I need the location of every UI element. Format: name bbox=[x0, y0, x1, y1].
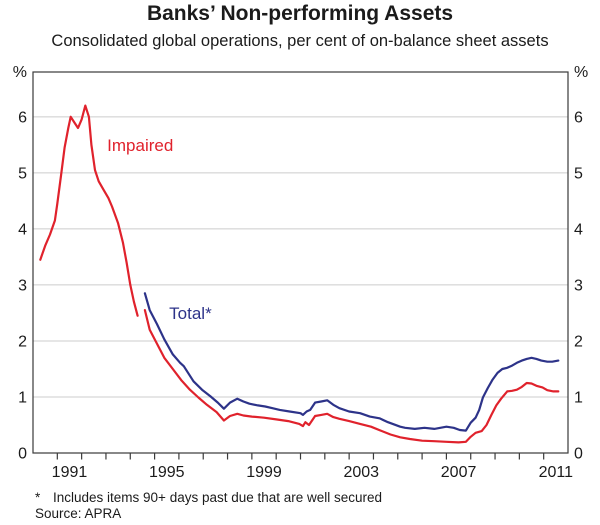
series-line-impaired-seg2 bbox=[143, 309, 560, 444]
series-label-impaired: Impaired bbox=[107, 136, 173, 155]
y-tick-label-right-1: 1 bbox=[574, 389, 583, 406]
x-tick-label-2011: 2011 bbox=[539, 464, 574, 481]
x-tick-label-1999: 1999 bbox=[246, 464, 282, 481]
y-tick-label-right-2: 2 bbox=[574, 333, 583, 350]
series-line-impaired-seg1 bbox=[39, 104, 139, 317]
series-label-total: Total* bbox=[169, 304, 212, 323]
y-tick-label-left-2: 2 bbox=[18, 333, 27, 350]
y-tick-label-left-3: 3 bbox=[18, 277, 27, 294]
footnote-marker: * bbox=[35, 490, 41, 505]
y-tick-label-left-6: 6 bbox=[18, 109, 27, 126]
x-tick-label-1991: 1991 bbox=[52, 464, 88, 481]
x-tick-label-2007: 2007 bbox=[441, 464, 477, 481]
x-tick-label-1995: 1995 bbox=[149, 464, 185, 481]
plot-frame bbox=[32, 71, 569, 454]
y-tick-label-right-5: 5 bbox=[574, 165, 583, 182]
y-tick-label-left-0: 0 bbox=[18, 446, 27, 463]
footnote: * Includes items 90+ days past due that a… bbox=[35, 490, 595, 505]
chart-subtitle: Consolidated global operations, per cent… bbox=[51, 32, 549, 50]
y-tick-label-left-4: 4 bbox=[18, 221, 27, 238]
y-tick-label-right-6: 6 bbox=[574, 109, 583, 126]
x-tick-label-2003: 2003 bbox=[343, 464, 379, 481]
y-tick-label-right-4: 4 bbox=[574, 221, 583, 238]
y-axis-unit-right: % bbox=[574, 64, 588, 81]
footnote-text: Includes items 90+ days past due that ar… bbox=[53, 490, 383, 505]
y-tick-label-right-0: 0 bbox=[574, 446, 583, 463]
chart-title: Banks’ Non-performing Assets bbox=[146, 2, 454, 25]
series-line-total bbox=[143, 292, 560, 432]
y-tick-label-right-3: 3 bbox=[574, 277, 583, 294]
y-tick-label-left-5: 5 bbox=[18, 165, 27, 182]
y-axis-unit-left: % bbox=[13, 64, 27, 81]
source-text: Source: APRA bbox=[35, 506, 122, 521]
y-tick-label-left-1: 1 bbox=[18, 389, 27, 406]
